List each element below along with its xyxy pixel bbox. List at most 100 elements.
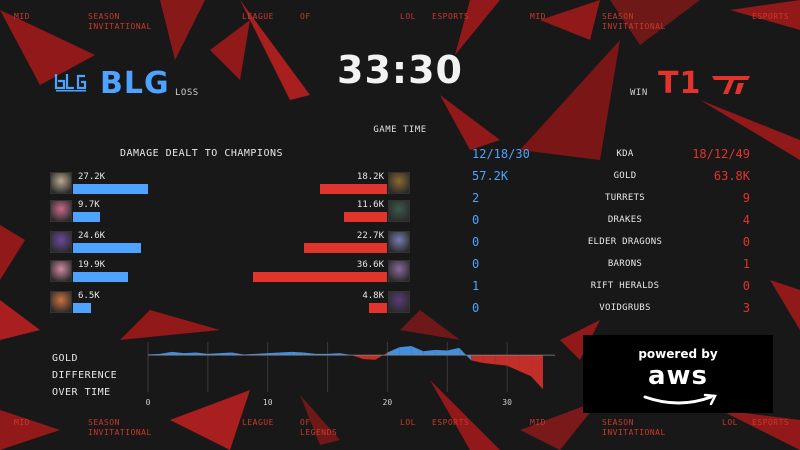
- t1-logo-icon: [712, 76, 750, 94]
- ticker-word: MID: [14, 12, 30, 21]
- gold-diff-segment: [291, 351, 304, 356]
- x-tick-label: 10: [263, 398, 273, 407]
- right-damage-value: 36.6K: [356, 260, 384, 270]
- right-team-name: T1: [658, 66, 702, 101]
- stat-label: VOIDGRUBS: [599, 303, 651, 313]
- left-damage-value: 19.9K: [78, 260, 106, 270]
- stat-right-value: 3: [742, 301, 750, 315]
- right-damage-bar: [344, 212, 387, 222]
- gold-title-line-3: OVER TIME: [52, 387, 111, 398]
- damage-dealt-title: DAMAGE DEALT TO CHAMPIONS: [120, 148, 284, 159]
- ticker-word: MID: [530, 12, 546, 21]
- gold-diff-segment: [495, 355, 508, 366]
- blg-logo-icon: [54, 74, 87, 92]
- left-damage-value: 9.7K: [78, 200, 100, 210]
- game-timer: 33:30: [337, 48, 463, 92]
- left-team-name: BLG: [100, 66, 170, 101]
- right-damage-bar: [303, 243, 387, 253]
- gold-diff-segment: [255, 353, 268, 356]
- gold-diff-segment: [219, 352, 232, 356]
- right-damage-value: 4.8K: [362, 291, 384, 301]
- champion-portrait-10: [388, 291, 410, 313]
- right-damage-bar: [252, 272, 387, 282]
- left-damage-bar: [73, 212, 100, 222]
- gold-diff-segment: [195, 352, 208, 356]
- ticker-word: OF LEGENDS: [300, 418, 338, 437]
- ticker-word: SEASON INVITATIONAL: [602, 12, 666, 31]
- stat-left-value: 57.2K: [472, 169, 509, 183]
- gold-diff-segment: [519, 355, 532, 377]
- stat-left-value: 0: [472, 257, 480, 271]
- stat-right-value: 0: [742, 235, 750, 249]
- ticker-word: LEAGUE: [242, 418, 274, 427]
- ticker-word: ESPORTS: [432, 12, 470, 21]
- champion-portrait-4: [50, 260, 72, 282]
- gold-diff-segment: [399, 345, 412, 356]
- gold-diff-segment: [471, 355, 484, 364]
- stat-right-value: 4: [742, 213, 750, 227]
- powered-by-label: powered by: [638, 347, 718, 361]
- stat-label: GOLD: [613, 171, 637, 181]
- x-tick-label: 20: [383, 398, 393, 407]
- gold-title-line-2: DIFFERENCE: [52, 370, 118, 381]
- stat-label: RIFT HERALDS: [590, 281, 660, 291]
- ticker-word: SEASON INVITATIONAL: [88, 418, 152, 437]
- x-tick-label: 0: [146, 398, 151, 407]
- ticker-word: MID: [14, 418, 30, 427]
- stat-right-value: 0: [742, 279, 750, 293]
- left-damage-bar: [73, 184, 148, 194]
- gold-diff-segment: [267, 352, 280, 356]
- gold-difference-chart: 0 10 20 30: [146, 342, 555, 407]
- champion-portrait-8: [388, 231, 410, 253]
- stat-left-value: 12/18/30: [472, 147, 530, 161]
- stat-right-value: 63.8K: [713, 169, 750, 183]
- gold-diff-segment: [483, 355, 496, 365]
- right-damage-bar: [320, 184, 387, 194]
- stat-left-value: 1: [472, 279, 480, 293]
- ticker-word: LOL: [722, 418, 738, 427]
- gold-diff-segment: [351, 355, 364, 360]
- ticker-word: OF: [300, 12, 311, 21]
- left-damage-value: 6.5K: [78, 291, 100, 301]
- ticker-word: LOL: [400, 418, 416, 427]
- stat-right-value: 9: [742, 191, 750, 205]
- left-team-result: LOSS: [175, 88, 199, 98]
- stat-label: KDA: [616, 149, 634, 159]
- gold-diff-segment: [447, 347, 460, 356]
- gold-diff-segment: [339, 353, 352, 356]
- ticker-word: ESPORTS: [752, 12, 790, 21]
- ticker-word: ESPORTS: [752, 418, 790, 427]
- champion-portrait-6: [388, 172, 410, 194]
- right-damage-value: 22.7K: [356, 231, 384, 241]
- champion-portrait-3: [50, 231, 72, 253]
- gold-diff-segment: [507, 355, 520, 371]
- x-tick-label: 30: [502, 398, 512, 407]
- right-damage-value: 18.2K: [356, 172, 384, 182]
- stat-label: TURRETS: [604, 193, 646, 203]
- ticker-word: ESPORTS: [432, 418, 470, 427]
- gold-diff-segment: [159, 351, 172, 356]
- game-time-label: GAME TIME: [373, 125, 427, 135]
- stat-left-value: 0: [472, 301, 480, 315]
- left-damage-value: 24.6K: [78, 231, 106, 241]
- gold-difference-title: GOLD DIFFERENCE OVER TIME: [52, 350, 132, 401]
- right-team-result: WIN: [630, 88, 648, 98]
- ticker-word: SEASON INVITATIONAL: [88, 12, 152, 31]
- left-damage-bar: [73, 303, 91, 313]
- champion-portrait-7: [388, 200, 410, 222]
- stat-left-value: 0: [472, 213, 480, 227]
- right-damage-bar: [369, 303, 387, 313]
- left-damage-bar: [73, 272, 128, 282]
- ticker-word: SEASON INVITATIONAL: [602, 418, 666, 437]
- gold-diff-segment: [411, 345, 424, 356]
- gold-diff-segment: [279, 351, 292, 356]
- champion-portrait-1: [50, 172, 72, 194]
- gold-diff-segment: [363, 355, 376, 360]
- gold-diff-segment: [531, 355, 544, 390]
- gold-title-line-1: GOLD: [52, 353, 79, 364]
- champion-portrait-2: [50, 200, 72, 222]
- left-damage-value: 27.2K: [78, 172, 106, 182]
- gold-diff-segment: [435, 349, 448, 356]
